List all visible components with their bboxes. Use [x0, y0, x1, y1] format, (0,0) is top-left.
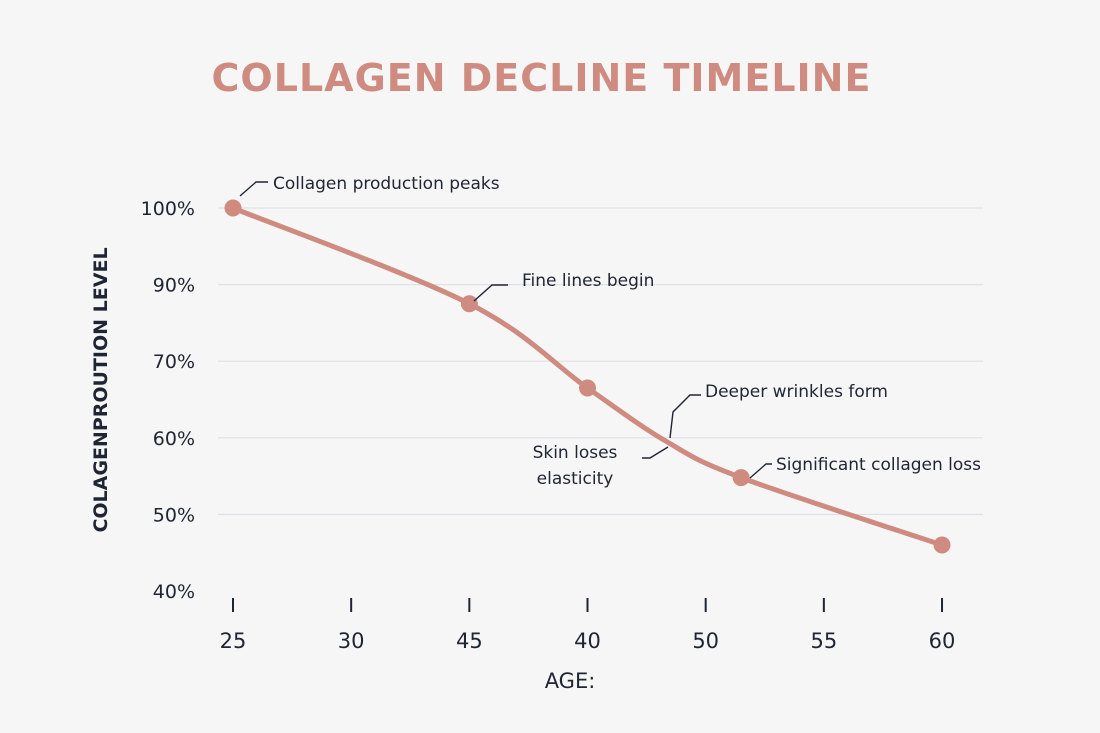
annotation-label: Collagen production peaks	[273, 174, 500, 194]
series-line	[230, 205, 945, 548]
x-tick-label: 45	[456, 629, 483, 653]
y-tick-label: 60%	[153, 428, 195, 450]
data-point	[732, 469, 750, 487]
x-axis-ticks: 25 30 45 40 50 55 60	[220, 598, 956, 653]
y-tick-labels: 100% 90% 70% 60% 50% 40%	[141, 198, 195, 603]
data-markers	[224, 199, 951, 554]
x-tick-label: 40	[574, 629, 601, 653]
data-point	[460, 295, 478, 313]
x-tick-label: 55	[810, 629, 837, 653]
annotation-leader	[473, 284, 508, 302]
annotation-leader	[669, 394, 701, 439]
annotation-leader	[239, 181, 268, 197]
data-point	[933, 536, 951, 554]
x-axis-title: AGE:	[545, 669, 596, 693]
y-tick-label: 50%	[153, 504, 195, 526]
annotation-label: Fine lines begin	[522, 271, 654, 291]
annotation-label: Deeper wrinkles form	[705, 382, 888, 402]
data-point	[224, 199, 242, 217]
data-point	[579, 379, 597, 397]
x-tick-label: 25	[220, 629, 247, 653]
y-tick-label: 100%	[141, 198, 195, 220]
gridlines	[218, 207, 983, 516]
annotation-label: Significant collagen loss	[776, 455, 981, 475]
annotation-leader	[749, 463, 772, 479]
y-tick-label: 90%	[153, 275, 195, 297]
x-tick-label: 60	[929, 629, 956, 653]
annotations: Collagen production peaks Fine lines begi…	[239, 174, 981, 489]
annotation-leader	[642, 446, 669, 459]
annotation-label: Skin loses	[533, 443, 618, 463]
x-tick-label: 30	[338, 629, 365, 653]
chart-title: COLLAGEN DECLINE TIMELINE	[211, 56, 872, 100]
y-tick-label: 70%	[153, 351, 195, 373]
y-tick-label: 40%	[153, 581, 195, 603]
series-line-layer	[230, 205, 945, 548]
x-tick-label: 50	[692, 629, 719, 653]
annotation-label: elasticity	[537, 469, 614, 489]
y-axis-title: COLAGENPROUTION LEVEL	[90, 247, 112, 532]
